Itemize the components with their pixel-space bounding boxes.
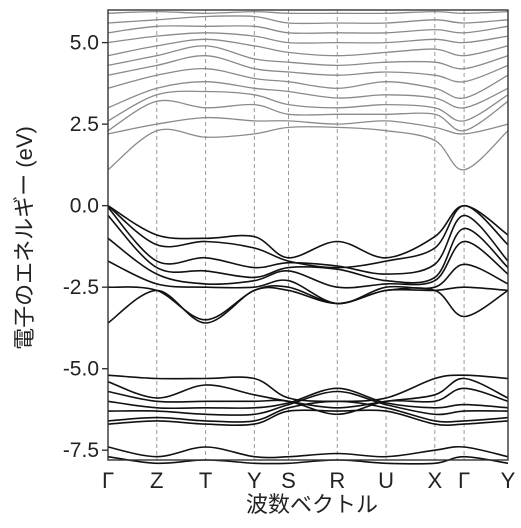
x-tick-label: Γ [458,468,470,493]
conduction-band-line [107,126,509,171]
x-tick-label: R [329,468,345,493]
y-ticks: 5.0 2.5 0.0 -2.5 -5.0 -7.5 [63,32,108,462]
y-tick-label: 0.0 [70,195,99,218]
y-tick-label: -5.0 [63,358,99,381]
plot-frame [107,9,509,461]
conduction-band-line [107,68,509,99]
valence-band-line [107,387,509,416]
conduction-band-line [107,81,509,109]
x-tick-label: T [199,468,212,493]
valence-band-line [107,260,509,305]
conduction-band-line [107,90,509,122]
conduction-band-line [107,38,509,57]
x-tick-label: X [427,468,442,493]
band-lines [107,10,509,465]
x-tick-label: Γ [102,468,114,493]
valence-band-line [107,237,509,289]
conduction-band-line [107,32,509,44]
conduction-band-line [107,55,509,83]
valence-band-line [107,387,509,410]
x-axis-label: 波数ベクトル [246,492,378,517]
x-tick-label: Y [247,468,262,493]
valence-band-line [107,204,509,259]
valence-band-line [107,400,509,423]
kpoint-guides [156,10,465,460]
y-tick-label: -2.5 [63,276,99,299]
conduction-band-line [107,25,509,34]
x-tick-label: S [281,468,296,493]
valence-band-line [107,390,509,417]
valence-band-line [107,206,509,275]
valence-band-line [107,445,509,459]
valence-band-line [107,374,509,403]
conduction-band-line [107,15,509,25]
y-axis-label: 電子のエネルギー (eV) [12,126,37,350]
valence-band-line [107,204,509,269]
axes [107,9,509,461]
valence-band-line [107,286,509,324]
y-tick-label: 5.0 [70,32,99,55]
conduction-band-line [107,10,509,15]
conduction-band-line [107,99,509,132]
x-tick-label: Z [150,468,163,493]
valence-band-line [107,409,509,427]
conduction-band-line [107,45,509,70]
conduction-band-line [107,116,509,135]
x-tick-label: Y [501,468,516,493]
valence-band-line [107,377,509,409]
valence-band-line [107,214,509,284]
y-tick-label: -7.5 [63,439,99,462]
y-tick-label: 2.5 [70,113,99,136]
x-tick-label: U [378,468,394,493]
